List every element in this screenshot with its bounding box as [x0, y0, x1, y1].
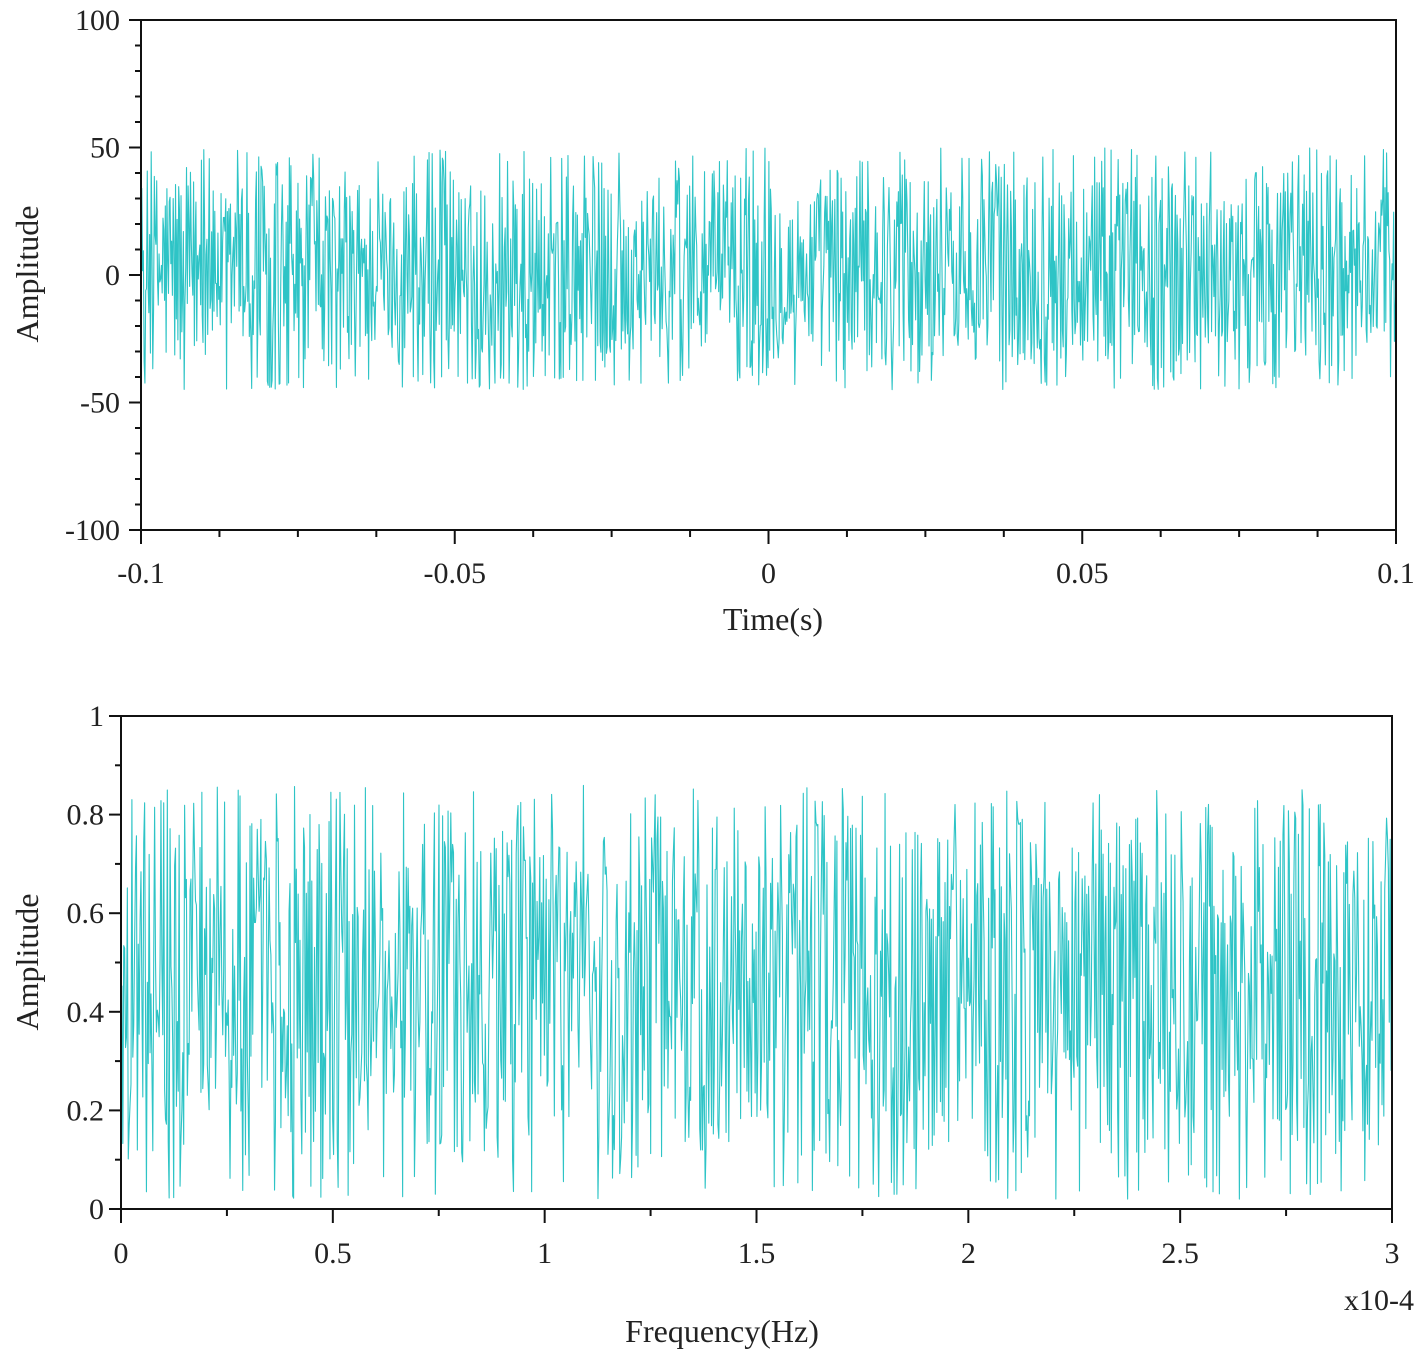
- frequency-chart-x-tick-label: 0: [114, 1237, 129, 1270]
- time-chart-ylabel: Amplitude: [9, 206, 45, 343]
- frequency-chart-x-tick-label: 1.5: [738, 1237, 776, 1270]
- frequency-chart-y-tick-label: 0.4: [67, 996, 105, 1029]
- frequency-chart-y-tick-label: 0.6: [67, 897, 105, 930]
- time-chart-x-tick-label: 0.1: [1377, 557, 1415, 590]
- time-chart-x-tick-label: -0.1: [117, 557, 165, 590]
- frequency-chart-y-tick-label: 0: [89, 1193, 104, 1226]
- time-chart-y-tick-label: -100: [65, 514, 120, 547]
- frequency-chart-x-scale-note: x10-4: [1344, 1284, 1414, 1317]
- frequency-chart: 0 0.5 1 1.5 2 2.5 3 1 0.8 0.6 0.4 0.2 0 x10-4 Freque…: [9, 700, 1414, 1349]
- frequency-chart-x-tick-label: 1: [537, 1237, 552, 1270]
- frequency-chart-x-tick-label: 0.5: [314, 1237, 352, 1270]
- time-chart-xlabel: Time(s): [723, 601, 823, 637]
- time-chart-y-tick-label: 100: [75, 4, 120, 37]
- time-chart-x-tick-label: 0: [761, 557, 776, 590]
- frequency-chart-x-tick-label: 2.5: [1161, 1237, 1199, 1270]
- time-chart-x-tick-label: 0.05: [1056, 557, 1109, 590]
- time-chart-y-tick-label: -50: [80, 387, 120, 420]
- time-chart-y-tick-label: 0: [105, 259, 120, 292]
- frequency-chart-x-tick-label: 3: [1385, 1237, 1400, 1270]
- time-chart-series-signal: [140, 147, 1397, 391]
- time-chart-y-tick-label: 50: [90, 132, 120, 165]
- frequency-chart-series-spectrum: [120, 784, 1393, 1200]
- frequency-chart-xlabel: Frequency(Hz): [625, 1313, 819, 1349]
- frequency-chart-y-tick-label: 0.2: [67, 1094, 105, 1127]
- frequency-chart-x-tick-label: 2: [961, 1237, 976, 1270]
- time-chart: -0.1 -0.05 0 0.05 0.1 100 50 0 -50 -100 Time(s) A…: [9, 4, 1415, 637]
- time-chart-x-tick-label: -0.05: [424, 557, 487, 590]
- frequency-chart-y-tick-label: 1: [89, 700, 104, 733]
- frequency-chart-y-tick-label: 0.8: [67, 799, 105, 832]
- frequency-chart-ylabel: Amplitude: [9, 894, 45, 1031]
